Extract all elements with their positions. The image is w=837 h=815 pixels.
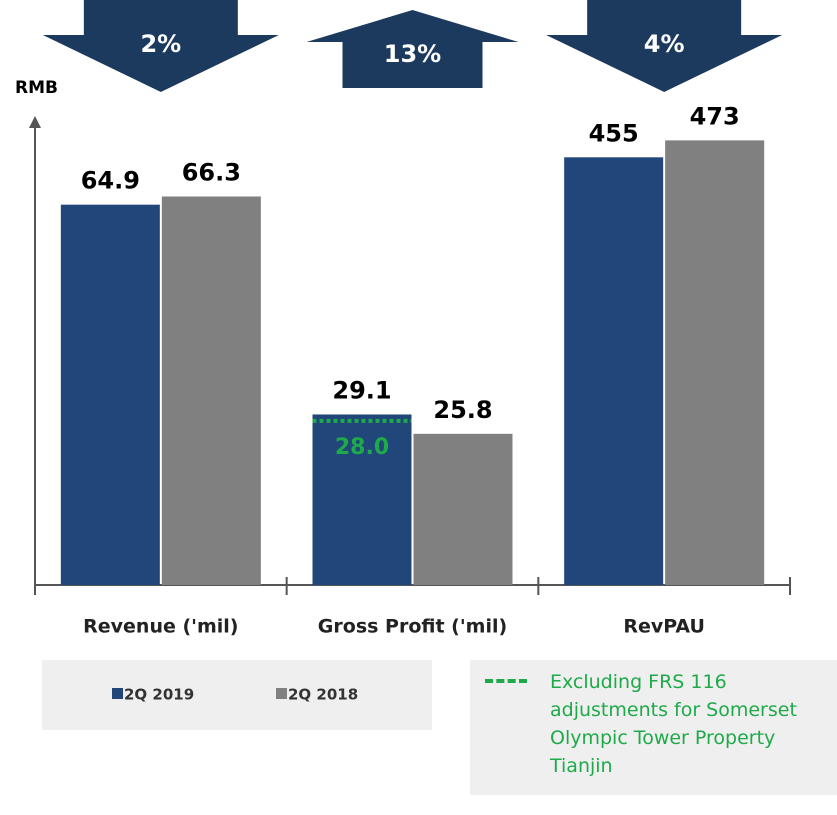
bar [312,414,412,585]
legend-swatch [276,688,287,699]
reference-label: 28.0 [335,435,389,460]
value-label: 66.3 [182,158,241,186]
x-tick-label: RevPAU [623,616,705,638]
change-label: 2% [140,30,181,58]
x-tick-label: Revenue ('mil) [83,616,238,638]
legend-label: 2Q 2018 [288,686,358,704]
y-axis-arrow [29,116,41,128]
legend-box [42,660,432,730]
change-arrow [546,0,783,92]
bar [564,157,664,586]
change-label: 4% [644,30,685,58]
x-tick-label: Gross Profit ('mil) [318,616,507,638]
bar [60,204,160,585]
bar [413,433,513,585]
reference-legend-line [485,679,527,683]
legend-swatch [112,688,123,699]
note-box: Excluding FRS 116 adjustments for Somers… [470,660,837,795]
change-label: 13% [384,40,441,68]
y-axis-label: RMB [15,78,58,98]
value-label: 29.1 [332,376,391,404]
change-arrow [42,0,279,92]
change-arrow [306,10,519,88]
reference-note: Excluding FRS 116 adjustments for Somers… [550,671,797,777]
legend-label: 2Q 2019 [124,686,194,704]
value-label: 64.9 [81,167,140,195]
bar [161,196,261,585]
value-label: 455 [589,119,639,147]
bar [665,140,765,585]
value-label: 473 [690,102,740,130]
value-label: 25.8 [433,396,492,424]
